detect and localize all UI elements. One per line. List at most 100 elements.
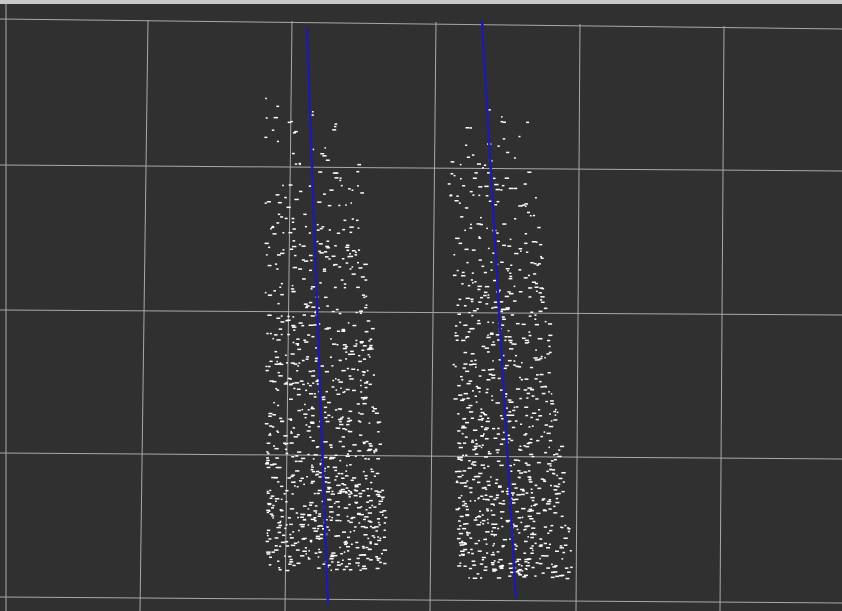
cloud-point (549, 440, 552, 442)
cloud-point (462, 426, 465, 428)
cloud-point (347, 550, 349, 552)
cloud-point (539, 358, 542, 360)
cloud-point (526, 492, 529, 494)
cloud-point (309, 371, 312, 373)
cloud-point (355, 490, 358, 492)
cloud-point (496, 232, 498, 234)
cloud-point (448, 183, 451, 185)
cloud-point (285, 443, 288, 445)
cloud-point (362, 294, 365, 296)
cloud-point (366, 441, 369, 443)
cloud-point (521, 565, 523, 567)
cloud-point (501, 121, 503, 123)
cloud-point (538, 409, 540, 411)
cloud-point (365, 478, 367, 480)
cloud-point (384, 517, 387, 519)
cloud-point (346, 245, 349, 247)
cloud-point (370, 543, 372, 545)
cloud-point (358, 484, 361, 486)
cloud-point (561, 558, 563, 560)
cloud-point (470, 492, 473, 494)
cloud-point (509, 348, 513, 350)
cloud-point (478, 445, 481, 447)
cloud-point (340, 418, 342, 420)
cloud-point (318, 552, 321, 554)
cloud-point (318, 516, 321, 518)
cloud-point (285, 218, 288, 220)
cloud-point (508, 411, 511, 413)
cloud-point (455, 325, 458, 327)
cloud-point (284, 197, 287, 199)
cloud-point (291, 456, 294, 458)
cloud-point (282, 185, 284, 187)
cloud-point (292, 316, 294, 318)
cloud-point (340, 409, 342, 411)
cloud-point (375, 530, 378, 532)
cloud-point (364, 527, 368, 529)
cloud-point (359, 493, 363, 495)
cloud-point (470, 360, 473, 362)
cloud-point (501, 526, 503, 528)
cloud-point (267, 530, 270, 532)
cloud-point (487, 522, 489, 524)
cloud-point (297, 517, 299, 519)
cloud-point (268, 265, 272, 267)
cloud-point (366, 509, 368, 511)
cloud-point (346, 389, 350, 391)
cloud-point (512, 499, 515, 501)
cloud-point (529, 335, 532, 337)
cloud-point (481, 420, 483, 422)
cloud-point (340, 177, 342, 179)
cloud-point (279, 546, 281, 548)
cloud-point (528, 331, 530, 333)
cloud-point (343, 348, 347, 350)
cloud-point (384, 522, 386, 524)
cloud-point (476, 401, 478, 403)
cloud-point (274, 334, 278, 336)
cloud-point (382, 498, 384, 500)
cloud-point (522, 576, 526, 578)
cloud-point (484, 272, 487, 274)
cloud-point (275, 448, 279, 450)
cloud-point (489, 374, 492, 376)
cloud-point (280, 362, 282, 364)
cloud-point (336, 427, 338, 429)
cloud-point (479, 391, 481, 393)
cloud-point (471, 441, 474, 443)
cloud-point (502, 185, 505, 187)
cloud-point (281, 315, 283, 317)
cloud-point (325, 477, 330, 479)
cloud-point (300, 380, 304, 382)
cloud-point (329, 516, 331, 518)
cloud-point (535, 543, 537, 545)
cloud-point (315, 347, 317, 349)
cloud-point (524, 203, 528, 205)
cloud-point (332, 256, 336, 258)
cloud-point (293, 132, 296, 134)
cloud-point (566, 578, 570, 580)
cloud-point (327, 241, 330, 243)
cloud-point (316, 536, 320, 538)
cloud-point (547, 533, 549, 535)
cloud-point (477, 387, 481, 389)
cloud-point (558, 449, 560, 451)
cloud-point (474, 446, 478, 448)
cloud-point (309, 502, 313, 504)
cloud-point (280, 216, 283, 218)
cloud-point (376, 494, 380, 496)
cloud-point (324, 457, 328, 459)
cloud-point (462, 272, 465, 274)
cloud-point (516, 406, 519, 408)
cloud-point (335, 520, 339, 522)
cloud-point (522, 324, 526, 326)
cloud-point (301, 526, 305, 528)
cloud-point (326, 391, 328, 393)
cloud-point (343, 569, 346, 571)
cloud-point (492, 527, 496, 529)
cloud-point (332, 417, 334, 419)
cloud-point (456, 195, 459, 197)
cloud-point (515, 561, 517, 563)
cloud-point (500, 189, 502, 191)
cloud-point (277, 254, 281, 256)
cloud-point (311, 315, 315, 317)
